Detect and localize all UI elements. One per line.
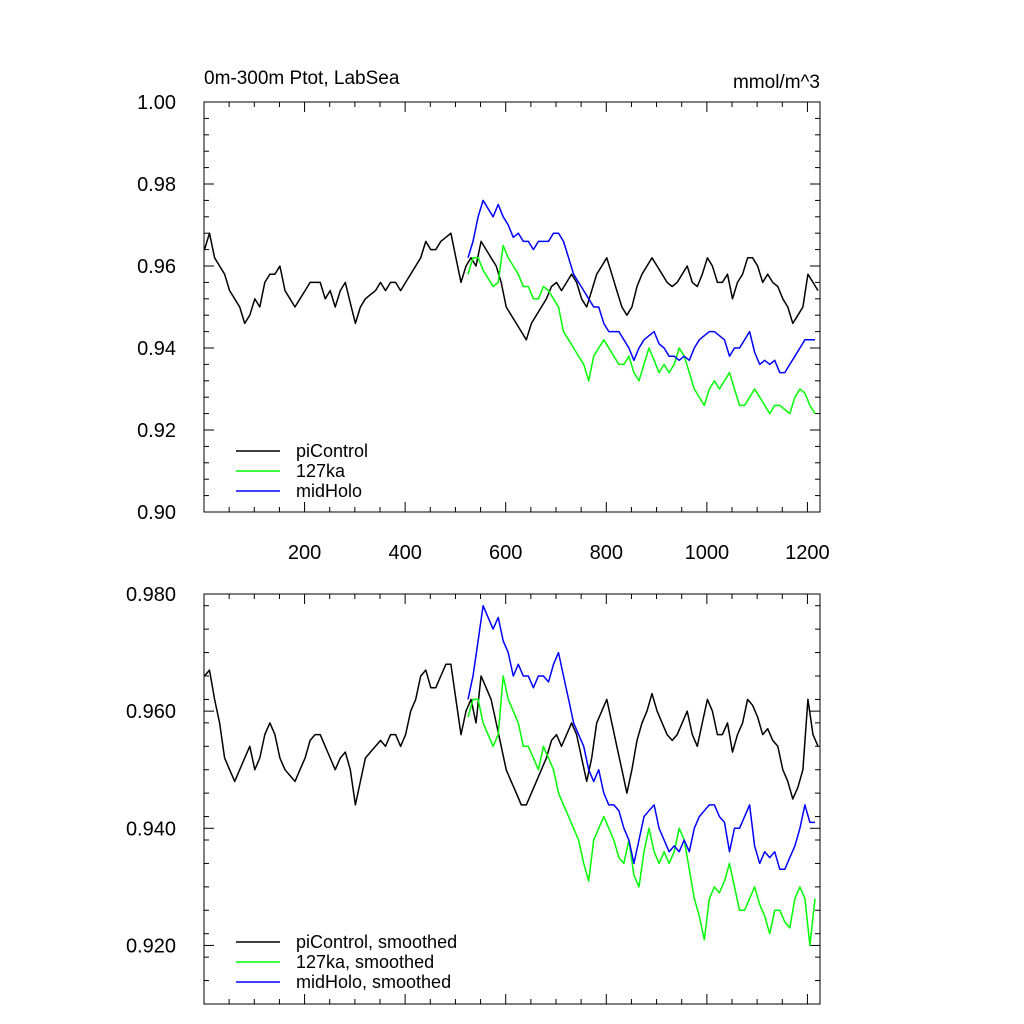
- series-line-picontrol: [203, 232, 819, 341]
- y-tick-label: 1.00: [137, 92, 176, 114]
- series-line-127ka-smoothed: [467, 675, 816, 947]
- ticks-top: [204, 101, 820, 513]
- panel-top: 0.90 0.92 0.94 0.96 0.98 1.00 200 400 600 800 100…: [137, 68, 830, 564]
- series-group-top: [203, 199, 819, 415]
- legend-label-midholo: midHolo: [296, 481, 362, 501]
- x-tick-label: 800: [590, 542, 623, 564]
- x-tick-label: 1200: [785, 542, 830, 564]
- x-tick-label: 1000: [685, 542, 730, 564]
- y-tick-label: 0.90: [137, 502, 176, 524]
- y-tick-label: 0.940: [126, 818, 176, 840]
- series-line-midholo: [467, 199, 815, 374]
- x-tick-label: 600: [489, 542, 522, 564]
- legend-label-picontrol-smoothed: piControl, smoothed: [296, 932, 457, 952]
- y-tick-label: 0.96: [137, 256, 176, 278]
- y-tick-labels-top: 0.90 0.92 0.94 0.96 0.98 1.00: [137, 92, 176, 524]
- series-line-midholo-smoothed: [467, 604, 815, 871]
- y-tick-label: 0.920: [126, 935, 176, 957]
- y-tick-label: 0.94: [137, 338, 176, 360]
- plot-frame-bottom: [203, 593, 821, 1005]
- y-tick-label: 0.98: [137, 174, 176, 196]
- series-line-127ka: [467, 244, 816, 415]
- x-tick-label: 200: [288, 542, 321, 564]
- chart-title: 0m-300m Ptot, LabSea: [204, 68, 400, 89]
- y-tick-label: 0.960: [126, 701, 176, 723]
- y-tick-label: 0.92: [137, 420, 176, 442]
- legend-label-127ka-smoothed: 127ka, smoothed: [296, 952, 434, 972]
- legend-label-midholo-smoothed: midHolo, smoothed: [296, 972, 451, 992]
- ticks-bottom: [204, 593, 820, 1005]
- series-group-bottom: [203, 604, 819, 947]
- panel-bottom: 0.920 0.940 0.960 0.980 piControl, smoothed…: [126, 584, 821, 1005]
- y-tick-labels-bottom: 0.920 0.940 0.960 0.980: [126, 584, 176, 957]
- y-tick-label: 0.980: [126, 584, 176, 606]
- x-tick-label: 400: [388, 542, 421, 564]
- legend-label-picontrol: piControl: [296, 441, 368, 461]
- x-tick-labels-top: 200 400 600 800 1000 1200: [288, 542, 830, 564]
- legend-label-127ka: 127ka: [296, 461, 346, 481]
- series-line-picontrol-smoothed: [203, 663, 819, 806]
- plot-frame-top: [203, 101, 821, 513]
- units-label: mmol/m^3: [733, 72, 820, 93]
